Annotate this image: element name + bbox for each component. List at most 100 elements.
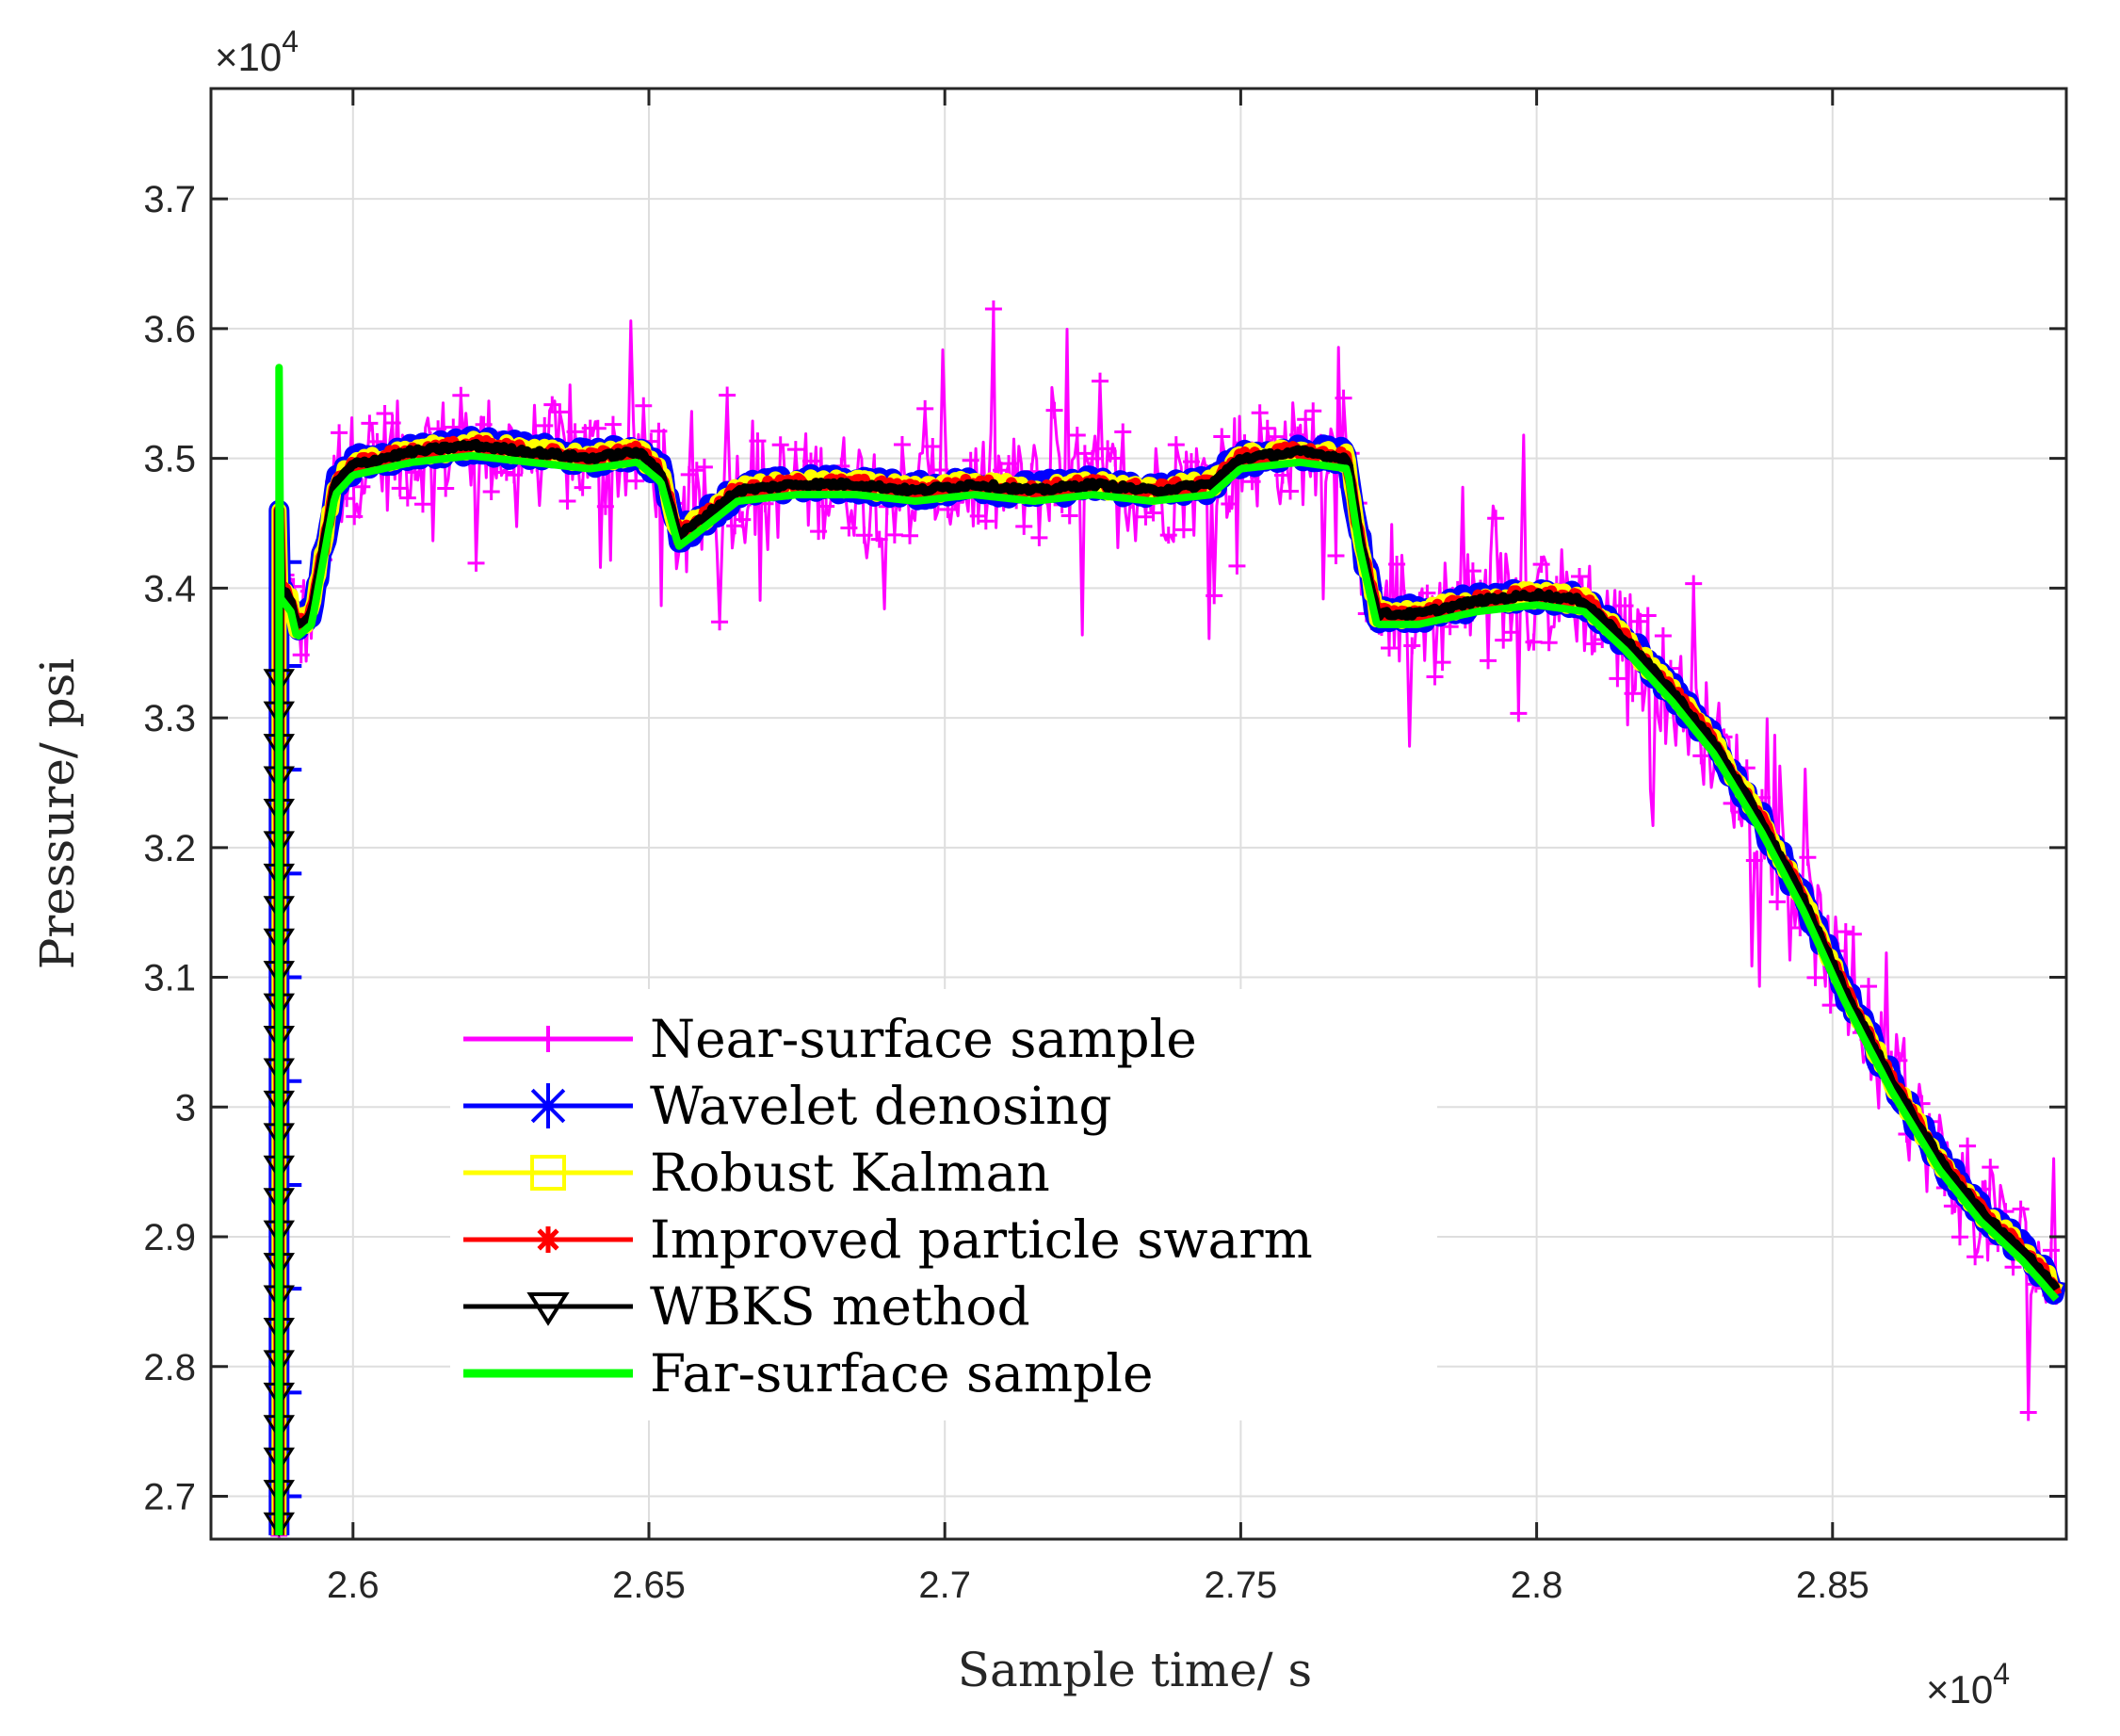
series-marker xyxy=(719,386,736,404)
series-marker xyxy=(566,423,584,441)
series-marker xyxy=(1966,1248,1984,1266)
series-line xyxy=(275,364,2060,1535)
series-marker xyxy=(1000,455,1018,473)
series-marker xyxy=(1099,440,1117,458)
series-marker xyxy=(452,386,470,404)
series-marker xyxy=(1045,401,1063,419)
series-far-surface-sample xyxy=(275,364,2060,1535)
series-marker xyxy=(346,508,364,526)
series-marker xyxy=(1403,637,1421,655)
series-marker xyxy=(1837,923,1854,941)
series-marker xyxy=(977,512,995,530)
series-marker xyxy=(1083,449,1101,467)
y-tick-label: 3.5 xyxy=(143,439,196,480)
series-marker xyxy=(1206,587,1223,605)
series-marker xyxy=(1068,426,1086,444)
y-tick-label: 3.2 xyxy=(143,828,196,869)
axis-ticks: 2.6 2.65 2.7 2.75 2.8 2.85 2.7 2.8 2.9 3 3.1 3.2 3.3… xyxy=(143,89,2066,1606)
y-tick-label: 2.7 xyxy=(143,1477,196,1518)
series-marker xyxy=(1335,389,1352,407)
series-marker xyxy=(1426,668,1444,686)
series-marker xyxy=(413,495,431,513)
series-marker xyxy=(627,472,645,490)
series-marker xyxy=(734,511,752,528)
x-axis-label: Sample time/ s xyxy=(958,1643,1312,1697)
series-marker xyxy=(1943,1197,1961,1215)
series-marker xyxy=(916,399,934,417)
series-marker xyxy=(1221,495,1238,513)
series-marker xyxy=(1258,419,1276,437)
legend-item: Near-surface sample xyxy=(463,1009,1197,1069)
y-tick-label: 3.4 xyxy=(143,568,196,609)
series-marker xyxy=(1769,893,1787,911)
series-marker xyxy=(1982,1159,1999,1176)
series-marker xyxy=(1502,624,1520,641)
x-multiplier-base: ×10 xyxy=(1926,1667,1993,1712)
y-tick-label: 3.1 xyxy=(143,958,196,999)
series-marker xyxy=(962,451,979,469)
series-marker xyxy=(2042,1241,2060,1259)
series-marker xyxy=(1144,504,1162,522)
series-marker xyxy=(353,478,371,495)
y-multiplier-base: ×10 xyxy=(215,35,282,79)
legend-item: Wavelet denosing xyxy=(463,1076,1112,1136)
legend-label: Robust Kalman xyxy=(650,1143,1050,1203)
legend-box xyxy=(450,989,1437,1420)
series-marker xyxy=(589,419,607,437)
x-multiplier: ×104 xyxy=(1926,1657,2010,1712)
series-marker xyxy=(688,462,705,479)
series-marker xyxy=(1510,705,1528,722)
series-marker xyxy=(1692,747,1710,765)
legend-item: WBKS method xyxy=(463,1276,1030,1337)
series-marker xyxy=(536,416,554,434)
series-marker xyxy=(482,482,500,500)
series-marker xyxy=(984,300,1002,317)
legend-marker xyxy=(526,1292,570,1326)
x-tick-label: 2.65 xyxy=(612,1565,686,1606)
series-marker xyxy=(786,441,804,459)
series-marker xyxy=(893,436,911,454)
x-tick-label: 2.85 xyxy=(1796,1565,1869,1606)
series-marker xyxy=(695,458,713,476)
legend-item: Improved particle swarm xyxy=(463,1209,1313,1270)
series-marker xyxy=(376,405,394,423)
series-marker xyxy=(1799,849,1817,867)
series-marker xyxy=(2019,1403,2037,1421)
series-marker xyxy=(1959,1137,1977,1155)
series-marker xyxy=(1586,635,1604,653)
series-marker xyxy=(596,497,614,515)
legend-marker xyxy=(535,1226,561,1253)
legend-item: Far-surface sample xyxy=(463,1343,1154,1403)
legend-marker xyxy=(526,1083,571,1128)
series-marker xyxy=(1654,627,1672,645)
series-marker xyxy=(855,527,873,544)
series-marker xyxy=(467,554,485,572)
x-tick-label: 2.6 xyxy=(327,1565,380,1606)
series-marker xyxy=(1433,654,1451,672)
series-marker xyxy=(1015,517,1033,535)
series-marker xyxy=(1532,556,1550,574)
series-marker xyxy=(1639,607,1657,625)
legend-label: Near-surface sample xyxy=(650,1009,1197,1069)
y-multiplier-exp: 4 xyxy=(282,24,299,58)
legend-marker xyxy=(535,1026,561,1052)
series-marker xyxy=(398,489,416,507)
series-marker xyxy=(1495,631,1513,649)
legend-label: WBKS method xyxy=(650,1276,1030,1337)
series-marker xyxy=(383,414,401,432)
x-tick-label: 2.75 xyxy=(1204,1565,1277,1606)
series-marker xyxy=(558,492,576,510)
series-marker xyxy=(1525,633,1543,651)
series-marker xyxy=(749,432,767,450)
series-marker xyxy=(1159,527,1177,544)
legend-label: Far-surface sample xyxy=(650,1343,1154,1403)
series-marker xyxy=(543,396,561,414)
series-marker xyxy=(1381,639,1399,657)
series-marker xyxy=(1609,670,1626,688)
legend-label: Improved particle swarm xyxy=(650,1209,1313,1270)
series-marker xyxy=(1251,404,1269,422)
series-marker xyxy=(1624,685,1642,703)
series-marker xyxy=(1304,402,1322,420)
series-marker xyxy=(1487,510,1505,527)
